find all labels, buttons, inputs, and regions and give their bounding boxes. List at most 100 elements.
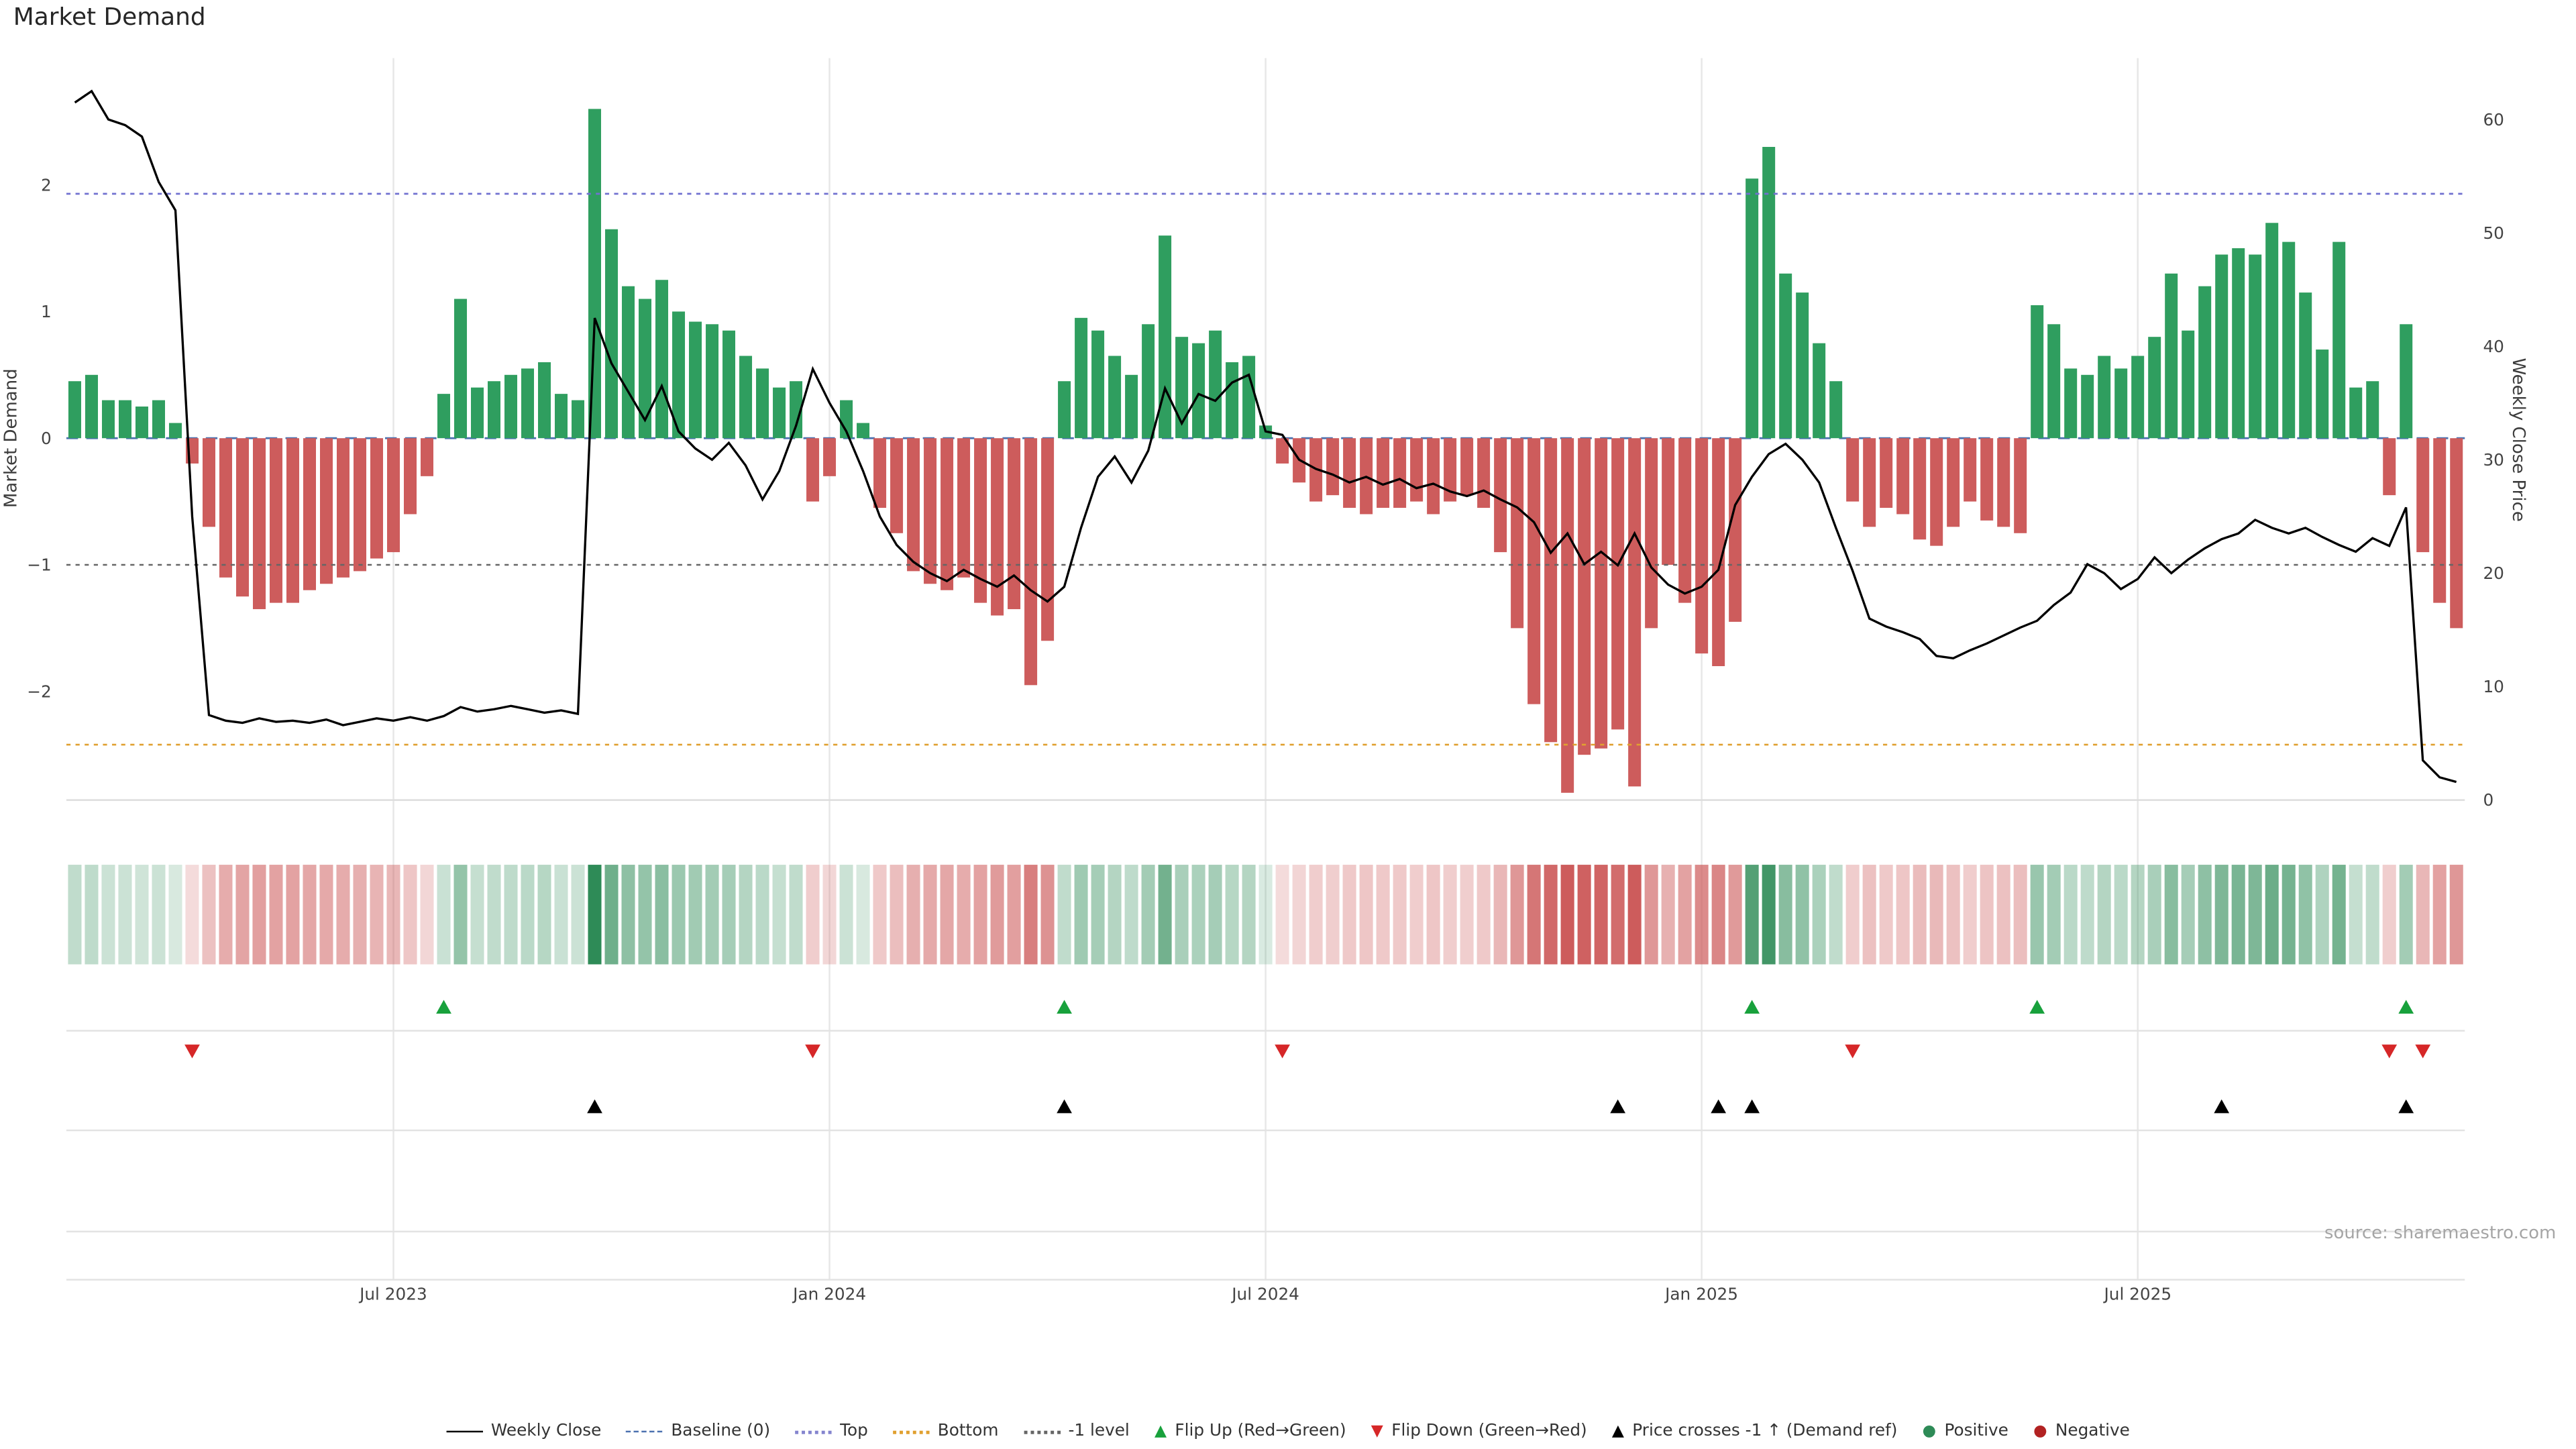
demand-bar <box>2081 374 2094 439</box>
demand-bar <box>1091 330 1105 439</box>
demand-bar <box>336 438 350 578</box>
right-axis-tick: 10 <box>2483 677 2504 696</box>
heatmap-cell <box>202 865 216 965</box>
demand-bar <box>1511 438 1524 629</box>
heatmap-cell <box>1862 865 1876 965</box>
heatmap-cell <box>1074 865 1088 965</box>
demand-bar <box>1930 438 1943 546</box>
x-axis-tick: Jul 2024 <box>1230 1284 1299 1303</box>
heatmap-cell <box>1409 865 1424 965</box>
heatmap-cell <box>235 865 250 965</box>
demand-bar <box>269 438 282 603</box>
demand-bar <box>2332 241 2346 439</box>
heatmap-cell <box>437 865 451 965</box>
legend-item: Top <box>795 1422 868 1441</box>
flip-down-marker <box>2415 1044 2431 1059</box>
demand-bar <box>1863 438 1876 527</box>
heatmap-cell <box>1158 865 1172 965</box>
heatmap-cell <box>2315 865 2329 965</box>
heatmap-cell <box>286 865 300 965</box>
heatmap-cell <box>2047 865 2061 965</box>
heatmap-cell <box>2298 865 2312 965</box>
heatmap-cell <box>906 865 920 965</box>
demand-bar <box>773 387 786 439</box>
legend-label: Top <box>840 1422 868 1441</box>
heatmap-cell <box>2248 865 2262 965</box>
right-axis-label: Weekly Close Price <box>2508 358 2528 521</box>
demand-bar <box>907 438 920 572</box>
demand-bar <box>2014 438 2027 533</box>
heatmap-cell <box>1175 865 1189 965</box>
demand-bar <box>370 438 384 559</box>
left-axis-tick: 0 <box>41 429 52 448</box>
demand-bar <box>1242 356 1256 439</box>
demand-bar <box>454 299 468 439</box>
right-axis-tick: 30 <box>2483 450 2504 470</box>
heatmap-cell <box>1845 865 1860 965</box>
demand-bar <box>202 438 215 527</box>
heatmap-cell <box>1124 865 1138 965</box>
heatmap-cell <box>336 865 350 965</box>
demand-bar <box>488 381 501 439</box>
heatmap-cell <box>1342 865 1356 965</box>
x-axis-tick: Jul 2025 <box>2102 1284 2171 1303</box>
demand-bar <box>2064 368 2078 439</box>
demand-bar <box>1393 438 1407 508</box>
heatmap-cell <box>2449 865 2463 965</box>
demand-bar <box>521 368 535 439</box>
heatmap-cell <box>1661 865 1675 965</box>
demand-bar <box>286 438 300 603</box>
heatmap-cell <box>319 865 333 965</box>
demand-bar <box>605 229 619 439</box>
heatmap-cell <box>554 865 568 965</box>
demand-bar <box>2215 254 2229 439</box>
left-axis-tick: −2 <box>27 682 51 701</box>
legend-label: Positive <box>1944 1422 2008 1441</box>
legend-label: Price crosses -1 ↑ (Demand ref) <box>1632 1422 1898 1441</box>
heatmap-cell <box>772 865 786 965</box>
demand-bar <box>1527 438 1541 704</box>
heatmap-cell <box>135 865 149 965</box>
demand-bar <box>823 438 837 476</box>
demand-bar <box>1444 438 1457 502</box>
demand-bar <box>2148 337 2161 439</box>
flip-up-marker <box>436 1000 451 1014</box>
demand-bar <box>2047 324 2061 439</box>
demand-bar <box>555 394 568 439</box>
heatmap-cell <box>487 865 501 965</box>
demand-bar <box>1678 438 1692 603</box>
heatmap-cell <box>1460 865 1474 965</box>
demand-bar <box>1729 438 1742 622</box>
legend-item: ▼ Flip Down (Green→Red) <box>1371 1422 1587 1440</box>
right-axis-tick: 50 <box>2483 223 2504 243</box>
demand-bar <box>1192 343 1205 439</box>
price-cross-marker <box>1610 1099 1626 1114</box>
heatmap-cell <box>2265 865 2279 965</box>
heatmap-cell <box>688 865 702 965</box>
demand-bar <box>2282 241 2296 439</box>
heatmap-cell <box>2164 865 2178 965</box>
demand-bar <box>924 438 937 584</box>
demand-bar <box>2299 292 2312 439</box>
demand-bar <box>1410 438 1424 502</box>
demand-bar <box>1595 438 1608 749</box>
demand-bar <box>1209 330 1222 439</box>
heatmap-cell <box>1275 865 1289 965</box>
demand-bar <box>1662 438 1675 565</box>
heatmap-cell <box>839 865 853 965</box>
heatmap-cell <box>101 865 115 965</box>
legend-label: Bottom <box>937 1422 999 1441</box>
demand-bar <box>152 400 165 439</box>
heatmap-cell <box>873 865 887 965</box>
heatmap-cell <box>1778 865 1792 965</box>
heatmap-cell <box>822 865 837 965</box>
heatmap-cell <box>1913 865 1927 965</box>
heatmap-cell <box>537 865 551 965</box>
demand-bar <box>2249 254 2262 439</box>
demand-bar <box>235 438 249 597</box>
demand-bar <box>2114 368 2128 439</box>
heatmap-cell <box>755 865 769 965</box>
demand-bar <box>1645 438 1658 629</box>
legend-item: ▲ Price crosses -1 ↑ (Demand ref) <box>1612 1422 1898 1440</box>
